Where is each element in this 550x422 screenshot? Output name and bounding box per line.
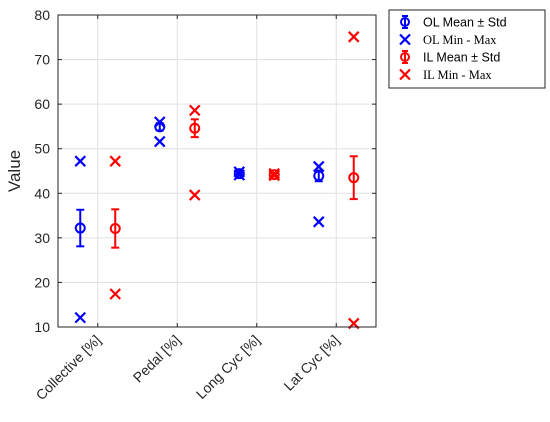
marker-min-ol — [153, 135, 166, 148]
y-tick-label: 70 — [34, 52, 50, 68]
marker-min-ol — [312, 216, 325, 228]
plot-area-frame — [57, 14, 377, 328]
x-tick-label: Collective [%] — [33, 332, 104, 403]
marker-max-il — [268, 167, 281, 180]
legend-item: OL Min - Max — [399, 33, 497, 47]
legend-item: IL Mean ± Std — [400, 50, 500, 65]
legend-circle-marker — [400, 52, 410, 62]
marker-min-ol — [233, 169, 246, 181]
legend-x-marker — [399, 68, 411, 81]
marker-min-ol — [74, 311, 87, 324]
legend-item: OL Mean ± Std — [400, 15, 507, 30]
y-tick-label: 80 — [34, 7, 50, 23]
y-tick-label: 50 — [34, 141, 50, 157]
legend-label: OL Min - Max — [423, 33, 497, 47]
y-axis-label: Value — [5, 150, 24, 192]
data-marks — [74, 31, 360, 330]
marker-min-il — [109, 288, 122, 300]
marker-max-ol — [153, 116, 166, 128]
x-tick-label: Long Cyc [%] — [193, 332, 263, 402]
y-tick-label: 30 — [34, 230, 50, 246]
legend-item: IL Min - Max — [399, 68, 492, 82]
errorbar-il — [189, 118, 201, 139]
legend-x-marker — [399, 33, 411, 46]
legend-label: IL Mean ± Std — [423, 51, 500, 65]
x-tick-label: Lat Cyc [%] — [280, 332, 342, 394]
grid-lines — [58, 14, 376, 328]
y-tick-label: 40 — [34, 185, 50, 201]
errorbar-ol — [313, 169, 325, 183]
marker-max-ol — [233, 166, 246, 178]
marker-max-ol — [74, 155, 87, 167]
marker-max-ol — [312, 160, 325, 173]
marker-min-il — [268, 169, 281, 182]
marker-max-il — [347, 31, 360, 43]
legend-circle-marker — [400, 17, 410, 27]
y-axis-ticks: 10 20 30 40 50 60 70 80 — [34, 7, 376, 335]
errorbar-ol — [74, 208, 86, 248]
x-axis-tick-labels: Collective [%] Pedal [%] Long Cyc [%] Lat C… — [33, 332, 343, 403]
legend-box — [388, 9, 546, 89]
y-tick-label: 20 — [34, 274, 50, 290]
legend: OL Mean ± Std OL Min - Max IL Mean ± Std IL… — [388, 9, 546, 89]
x-tick-label: Pedal [%] — [130, 332, 184, 386]
y-tick-label: 10 — [34, 319, 50, 335]
errorbar-il — [348, 155, 360, 201]
legend-label: IL Min - Max — [423, 68, 492, 82]
marker-max-il — [188, 104, 201, 117]
y-tick-label: 60 — [34, 96, 50, 112]
marker-max-il — [109, 155, 122, 167]
legend-label: OL Mean ± Std — [423, 16, 507, 30]
marker-min-il — [188, 189, 201, 201]
errorbar-il — [109, 208, 121, 249]
